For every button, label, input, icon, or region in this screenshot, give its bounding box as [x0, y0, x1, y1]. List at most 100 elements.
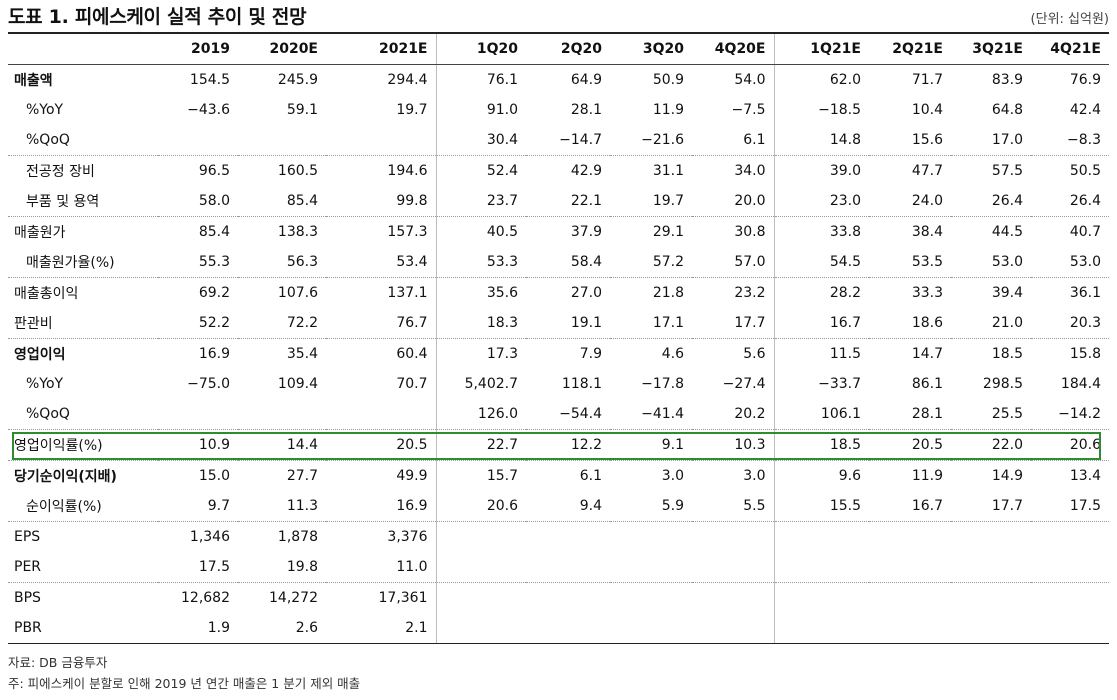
table-cell: 57.0	[692, 247, 775, 278]
table-cell	[869, 613, 951, 644]
table-cell: 17.5	[158, 552, 238, 583]
table-row: PBR 1.9 2.6 2.1	[8, 613, 1109, 644]
table-cell: 15.7	[486, 468, 518, 484]
table-cell: 2.1	[326, 613, 437, 644]
table-cell: 18.6	[869, 308, 951, 339]
table-cell: 19.1	[526, 308, 610, 339]
table-cell: 15.0	[198, 468, 230, 484]
table-cell	[158, 399, 238, 430]
table-row: %YoY −43.6 59.1 19.7 91.0 28.1 11.9 −7.5 −18.5 10…	[8, 95, 1109, 125]
table-cell	[436, 552, 526, 583]
table-cell: 22.7	[436, 429, 526, 461]
table-cell: 11.9	[652, 102, 684, 118]
table-cell	[951, 583, 1031, 614]
table-cell: 10.3	[692, 429, 775, 461]
row-label: %YoY	[26, 102, 64, 118]
table-cell: 71.7	[911, 72, 943, 88]
table-cell: 9.6	[838, 468, 861, 484]
table-cell: 56.3	[238, 247, 326, 278]
table-cell: 83.9	[991, 72, 1023, 88]
source-note: 자료: DB 금융투자	[8, 655, 108, 670]
table-cell: 20.5	[326, 429, 437, 461]
row-label: %YoY	[26, 376, 64, 392]
table-cell	[869, 583, 951, 614]
table-cell: 34.0	[692, 155, 775, 186]
table-cell: 25.5	[951, 399, 1031, 430]
table-cell: 53.3	[436, 247, 526, 278]
table-cell: 27.0	[570, 285, 602, 301]
table-cell: 20.3	[1031, 308, 1109, 339]
table-cell: 28.1	[570, 102, 602, 118]
table-cell: 55.3	[158, 247, 238, 278]
table-cell	[1031, 613, 1109, 644]
table-cell: 14.9	[991, 468, 1023, 484]
table-cell: 16.7	[869, 491, 951, 522]
header-label-cell	[8, 34, 158, 65]
table-cell: 15.8	[1069, 346, 1101, 362]
table-cell: 16.9	[326, 491, 437, 522]
table-cell: 298.5	[982, 376, 1023, 392]
table-cell	[692, 582, 775, 613]
table-cell: 17,361	[326, 582, 437, 613]
table-cell: −7.5	[692, 95, 775, 125]
table-cell: 52.2	[158, 308, 238, 339]
table-cell: 14.8	[774, 125, 869, 156]
table-cell: 118.1	[561, 376, 602, 392]
table-cell: 137.1	[326, 277, 437, 308]
table-cell	[610, 552, 692, 583]
table-cell: 23.0	[774, 186, 869, 217]
table-row: 영업이익률(%) 10.9 14.4 20.5 22.7 12.2 9.1 10.3 18.5 2…	[8, 429, 1109, 461]
table-cell: 3.0	[661, 468, 684, 484]
table-cell: 16.7	[774, 308, 869, 339]
col-header: 4Q21E	[1031, 34, 1109, 65]
table-cell: 35.4	[286, 346, 318, 362]
table-cell: 53.4	[326, 247, 437, 278]
table-row: 매출액 154.5 245.9 294.4 76.1 64.9 50.9 54.0 62.0 71…	[8, 64, 1109, 95]
table-cell: 14.4	[238, 429, 326, 461]
table-cell	[526, 552, 610, 583]
table-cell: 3.0	[692, 460, 775, 491]
table-cell: 99.8	[326, 186, 437, 217]
table-cell	[326, 125, 437, 156]
row-label: BPS	[14, 590, 41, 606]
row-label: 순이익률(%)	[8, 491, 158, 522]
table-cell: 12.2	[526, 429, 610, 461]
table-cell: 28.2	[829, 285, 861, 301]
col-header: 2Q20	[526, 34, 610, 65]
table-row: 매출원가율(%) 55.3 56.3 53.4 53.3 58.4 57.2 57.0 54.5…	[8, 247, 1109, 278]
table-cell: −27.4	[692, 369, 775, 399]
table-cell: 20.6	[436, 491, 526, 522]
row-label: 영업이익	[14, 347, 66, 363]
table-cell: 16.9	[198, 346, 230, 362]
table-cell: 5.5	[692, 491, 775, 522]
table-row: 전공정 장비 96.5 160.5 194.6 52.4 42.9 31.1 34.0 39.0…	[8, 155, 1109, 186]
table-cell: 69.2	[198, 285, 230, 301]
table-cell	[326, 399, 437, 430]
table-cell	[869, 552, 951, 583]
table-cell: 35.6	[486, 285, 518, 301]
table-cell: 17.0	[951, 125, 1031, 156]
col-header: 1Q20	[436, 34, 526, 65]
table-row: 순이익률(%) 9.7 11.3 16.9 20.6 9.4 5.9 5.5 15.5 16.7 1…	[8, 491, 1109, 522]
table-cell: 17.3	[486, 346, 518, 362]
table-cell	[610, 613, 692, 644]
table-cell: 9.4	[526, 491, 610, 522]
table-cell: −43.6	[187, 102, 230, 118]
table-cell: 194.6	[326, 155, 437, 186]
table-cell: 4.6	[661, 346, 684, 362]
col-header: 2Q21E	[869, 34, 951, 65]
table-cell: 53.5	[869, 247, 951, 278]
table-cell: 9.1	[610, 429, 692, 461]
table-cell	[610, 583, 692, 614]
table-cell: 64.8	[991, 102, 1023, 118]
table-cell	[436, 522, 526, 553]
table-cell: 17.7	[951, 491, 1031, 522]
table-row: BPS 12,682 14,272 17,361	[8, 582, 1109, 614]
table-row: 영업이익 16.9 35.4 60.4 17.3 7.9 4.6 5.6 11.5 14.7 18.…	[8, 338, 1109, 369]
table-cell: 40.7	[1069, 224, 1101, 240]
table-cell: 6.1	[692, 125, 775, 156]
row-label: PER	[8, 552, 158, 583]
table-cell: 7.9	[579, 346, 602, 362]
table-cell: 37.9	[570, 224, 602, 240]
table-cell	[526, 583, 610, 614]
